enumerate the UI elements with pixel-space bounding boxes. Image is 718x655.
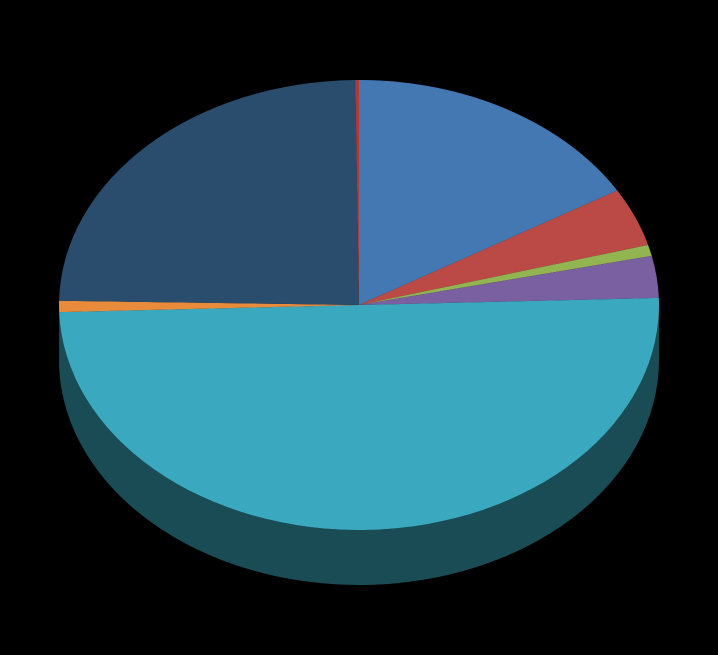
pie-chart-svg [0,0,718,655]
pie-slice-segment-7 [59,80,359,305]
pie-top-faces [59,80,659,530]
pie-chart-3d [0,0,718,655]
